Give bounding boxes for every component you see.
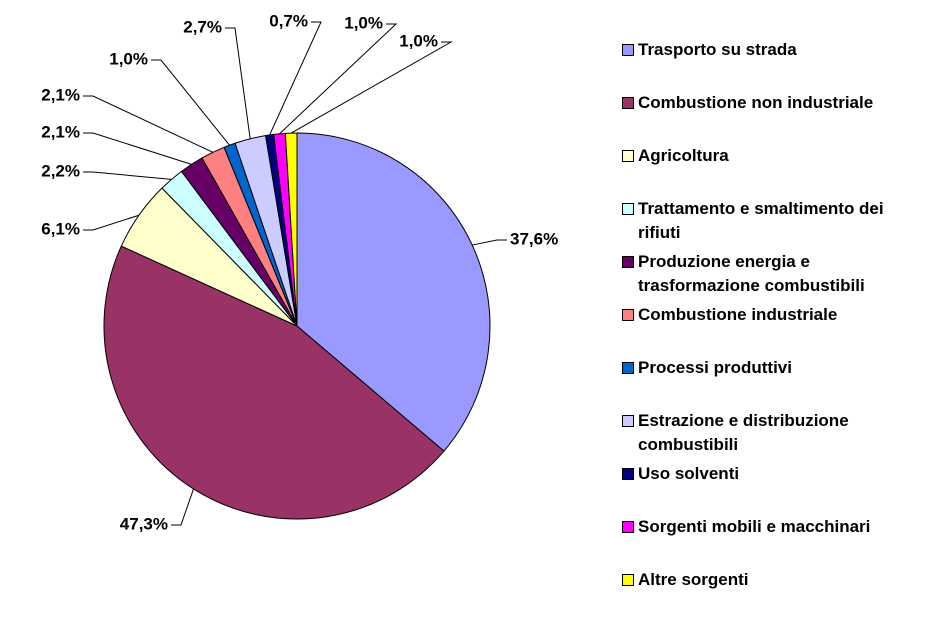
data-label: 1,0% <box>399 31 438 50</box>
legend-label: Trasporto su strada <box>638 40 797 59</box>
data-label: 0,7% <box>269 11 308 30</box>
leader-line <box>269 21 322 136</box>
leader-line <box>290 41 453 134</box>
legend-swatch <box>622 309 634 321</box>
leader-line <box>472 239 507 246</box>
data-label: 2,2% <box>41 161 80 180</box>
legend-swatch <box>622 574 634 586</box>
legend-label: Processi produttivi <box>638 358 792 377</box>
data-label: 6,1% <box>41 219 80 238</box>
legend-label: Uso solventi <box>638 464 740 483</box>
legend-swatch <box>622 203 634 215</box>
leader-line <box>225 27 251 139</box>
legend-label: Produzione energia e trasformazione comb… <box>638 252 865 295</box>
leader-line <box>279 23 398 135</box>
legend-label: Agricoltura <box>638 146 729 165</box>
legend-swatch <box>622 44 634 56</box>
legend-label: Altre sorgenti <box>638 570 749 589</box>
legend-label: Estrazione e distribuzione combustibili <box>638 411 849 454</box>
legend-swatch <box>622 362 634 374</box>
legend-label: Combustione non industriale <box>638 93 874 112</box>
data-label: 2,1% <box>41 85 80 104</box>
leader-line <box>83 95 214 153</box>
leader-line <box>151 59 230 146</box>
leader-line <box>83 214 140 231</box>
data-label: 47,3% <box>120 514 168 533</box>
leader-line <box>83 171 172 180</box>
legend-swatch <box>622 468 634 480</box>
data-label: 2,1% <box>41 122 80 141</box>
legend-swatch <box>622 415 634 427</box>
legend-swatch <box>622 256 634 268</box>
legend-swatch <box>622 97 634 109</box>
data-label: 1,0% <box>344 13 383 32</box>
legend-label: Sorgenti mobili e macchinari <box>638 517 871 536</box>
legend-label: Trattamento e smaltimento dei rifiuti <box>638 199 884 242</box>
data-label: 2,7% <box>183 17 222 36</box>
legend-label: Combustione industriale <box>638 305 838 324</box>
leader-line <box>83 132 192 165</box>
legend-swatch <box>622 150 634 162</box>
legend-swatch <box>622 521 634 533</box>
data-label: 37,6% <box>510 229 558 248</box>
data-label: 1,0% <box>109 49 148 68</box>
leader-line <box>171 488 194 526</box>
